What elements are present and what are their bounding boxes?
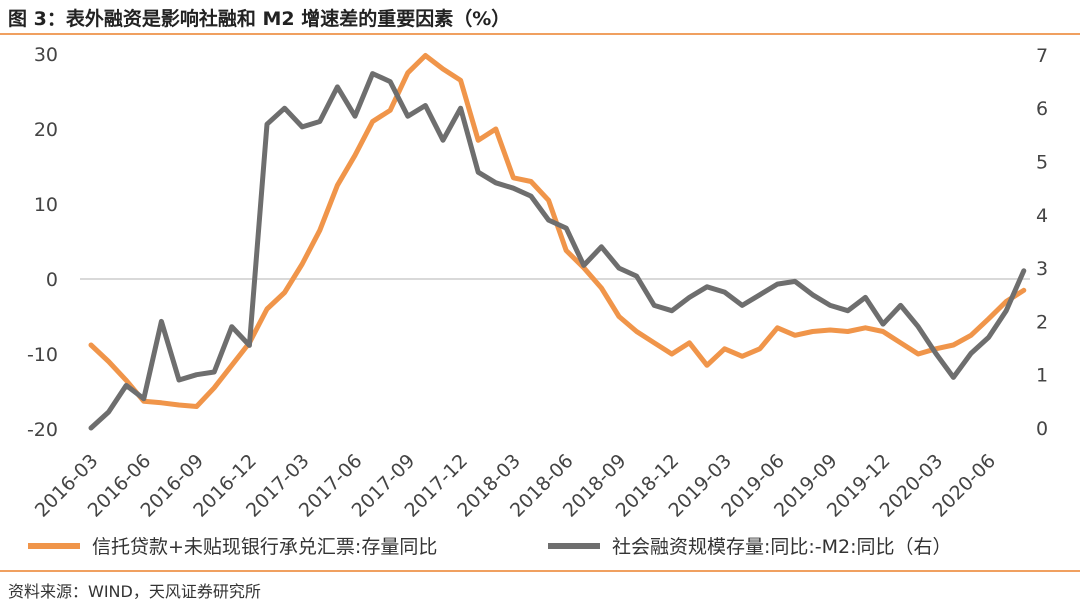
legend-label-tsf-m2-gap: 社会融资规模存量:同比:-M2:同比（右）	[612, 536, 952, 558]
chart-series	[88, 53, 1027, 431]
right-axis-tick: 4	[1036, 205, 1048, 227]
right-axis-tick: 0	[1036, 418, 1048, 440]
right-axis-tick: 3	[1036, 258, 1048, 280]
left-axis-tick: -10	[27, 344, 58, 366]
left-axis-tick: -20	[27, 419, 58, 441]
bottom-divider	[0, 570, 1080, 572]
chart-title: 图 3：表外融资是影响社融和 M2 增速差的重要因素（%）	[8, 8, 511, 30]
right-axis-tick: 5	[1036, 152, 1048, 174]
right-axis-tick: 1	[1036, 365, 1048, 387]
top-divider	[0, 33, 1080, 35]
left-axis-tick: 10	[34, 194, 58, 216]
left-axis-tick: 0	[46, 269, 58, 291]
legend-label-trust-acceptance: 信托贷款+未贴现银行承兑汇票:存量同比	[92, 536, 437, 558]
line-chart: 3020100-10-20765432102016-032016-062016-…	[27, 44, 1048, 558]
series-line-tsf-m2-gap	[88, 71, 1027, 431]
left-axis-tick: 30	[34, 44, 58, 66]
right-axis-tick: 7	[1036, 45, 1048, 67]
chart-legend: 信托贷款+未贴现银行承兑汇票:存量同比 社会融资规模存量:同比:-M2:同比（右）	[28, 536, 952, 558]
chart-axes: 3020100-10-20765432102016-032016-062016-…	[27, 44, 1048, 522]
series-line-trust-acceptance	[88, 53, 1027, 409]
right-axis-tick: 2	[1036, 311, 1048, 333]
source-note: 资料来源：WIND，天风证券研究所	[8, 582, 261, 601]
right-axis-tick: 6	[1036, 98, 1048, 120]
left-axis-tick: 20	[34, 119, 58, 141]
